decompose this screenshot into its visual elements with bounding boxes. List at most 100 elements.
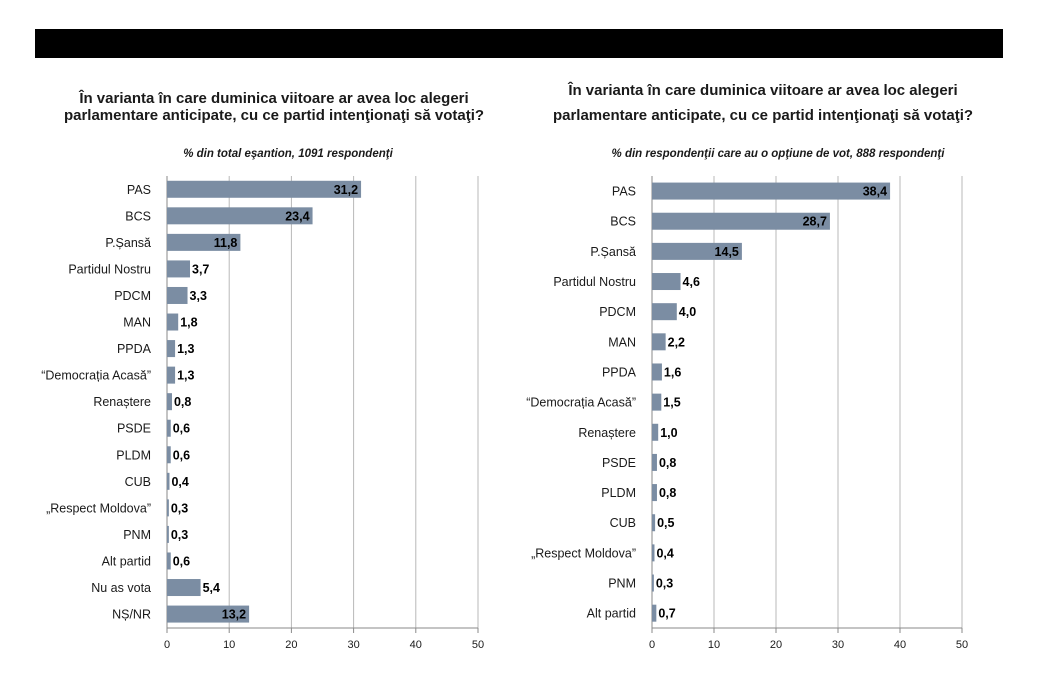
chart-1-category-label-9: PSDE [602,456,636,470]
chart-0-value-label-2: 11,8 [214,236,238,250]
chart-1-category-label-13: PNM [608,577,636,591]
chart-0-title-line-1: parlamentare anticipate, cu ce partid in… [64,107,484,124]
chart-0-category-label-6: PPDA [117,342,152,356]
chart-1-value-label-2: 14,5 [715,245,739,259]
chart-0-bar-12 [167,499,169,517]
chart-0-value-label-9: 0,6 [173,422,190,436]
chart-1-value-label-7: 1,5 [663,396,680,410]
chart-1-category-label-3: Partidul Nostru [553,275,636,289]
chart-1-category-label-5: MAN [608,335,636,349]
chart-0-bar-2 [167,233,241,251]
chart-0-category-label-9: PSDE [117,422,151,436]
chart-1-tick-label-3: 30 [832,639,844,651]
chart-1-bar-7 [652,393,662,411]
chart-1-bar-9 [652,453,657,471]
chart-1-bar-0 [652,182,891,200]
chart-0-tick-label-3: 30 [347,639,359,651]
chart-1-category-label-6: PPDA [602,365,637,379]
chart-1-subtitle: % din respondenţii care au o opţiune de … [612,148,946,160]
chart-0-bar-6 [167,340,176,358]
chart-0-category-label-8: Renaștere [93,395,151,409]
chart-0-value-label-7: 1,3 [177,369,194,383]
chart-0-category-label-11: CUB [125,475,151,489]
chart-1-bar-2 [652,242,742,260]
chart-0-bar-15 [167,579,201,597]
chart-0-bar-0 [167,180,362,198]
chart-1-value-label-1: 28,7 [803,215,827,229]
chart-1-tick-label-5: 50 [956,639,968,651]
chart-1-title-line-1: parlamentare anticipate, cu ce partid in… [553,107,973,124]
chart-0-category-label-15: Nu as vota [91,581,151,595]
chart-0-category-label-5: MAN [123,316,151,330]
chart-1-category-label-14: Alt partid [587,607,636,621]
chart-1-bar-11 [652,514,656,532]
chart-0-bar-16 [167,605,250,623]
chart-0-bar-5 [167,313,179,331]
chart-1-tick-label-2: 20 [770,639,782,651]
chart-0-value-label-14: 0,6 [173,554,190,568]
header-bar [35,29,1003,58]
chart-1-tick-label-1: 10 [708,639,720,651]
chart-0-category-label-14: Alt partid [102,554,151,568]
chart-0-value-label-5: 1,8 [180,316,197,330]
chart-0-bar-7 [167,366,176,384]
chart-0-tick-label-0: 0 [164,639,170,651]
chart-1-bar-6 [652,363,662,381]
chart-0-bar-9 [167,419,171,437]
chart-0-tick-label-2: 20 [285,639,297,651]
chart-0-value-label-8: 0,8 [174,395,191,409]
chart-0-value-label-13: 0,3 [171,528,188,542]
chart-0-category-label-2: P.Șansă [105,236,151,250]
chart-0-category-label-10: PLDM [116,448,151,462]
chart-0-bar-11 [167,472,170,490]
chart-0-title-line-0: În varianta în care duminica viitoare ar… [78,89,468,107]
chart-0-category-label-12: „Respect Moldova” [46,501,151,515]
chart-0-tick-label-5: 50 [472,639,484,651]
chart-1-bar-8 [652,423,659,441]
chart-0-value-label-6: 1,3 [177,342,194,356]
chart-0-bar-4 [167,286,188,304]
chart-1-value-label-9: 0,8 [659,456,676,470]
chart-1-value-label-6: 1,6 [664,365,681,379]
chart-1-category-label-1: BCS [610,215,636,229]
chart-1-bar-14 [652,604,657,622]
chart-1-category-label-10: PLDM [601,486,636,500]
chart-1-category-label-4: PDCM [599,305,636,319]
chart-1-value-label-14: 0,7 [658,607,675,621]
chart-1-value-label-10: 0,8 [659,486,676,500]
chart-1-bar-3 [652,273,681,291]
chart-1-title-line-0: În varianta în care duminica viitoare ar… [567,81,957,99]
chart-0-bar-14 [167,552,171,570]
chart-0-category-label-13: PNM [123,528,151,542]
chart-0-value-label-0: 31,2 [334,183,358,197]
chart-1-category-label-2: P.Șansă [590,245,636,259]
chart-0-value-label-16: 13,2 [222,608,246,622]
chart-0-category-label-0: PAS [127,183,151,197]
chart-0-value-label-1: 23,4 [285,209,309,223]
chart-0-value-label-12: 0,3 [171,501,188,515]
chart-1-bar-13 [652,574,654,592]
chart-0-bar-10 [167,446,171,464]
chart-1-tick-label-4: 40 [894,639,906,651]
chart-0-value-label-15: 5,4 [203,581,220,595]
chart-0-value-label-11: 0,4 [171,475,188,489]
chart-1-bar-12 [652,544,655,562]
chart-0-tick-label-4: 40 [410,639,422,651]
chart-0-category-label-16: NȘ/NR [112,608,151,622]
chart-0-value-label-4: 3,3 [190,289,207,303]
chart-1-bar-1 [652,212,830,230]
chart-0-category-label-1: BCS [125,209,151,223]
chart-1-bar-5 [652,333,666,351]
chart-0-bar-13 [167,525,169,543]
chart-0-bar-3 [167,260,191,278]
chart-1-bar-10 [652,484,657,502]
chart-1-value-label-0: 38,4 [863,185,887,199]
chart-1-category-label-0: PAS [612,185,636,199]
chart-1-category-label-11: CUB [610,516,636,530]
chart-0-bar-8 [167,393,172,411]
chart-1-value-label-5: 2,2 [668,335,685,349]
chart-1-category-label-12: „Respect Moldova” [531,546,636,560]
chart-1-category-label-7: “Democrația Acasă” [526,396,636,410]
chart-1-value-label-12: 0,4 [656,546,673,560]
chart-0-value-label-10: 0,6 [173,448,190,462]
